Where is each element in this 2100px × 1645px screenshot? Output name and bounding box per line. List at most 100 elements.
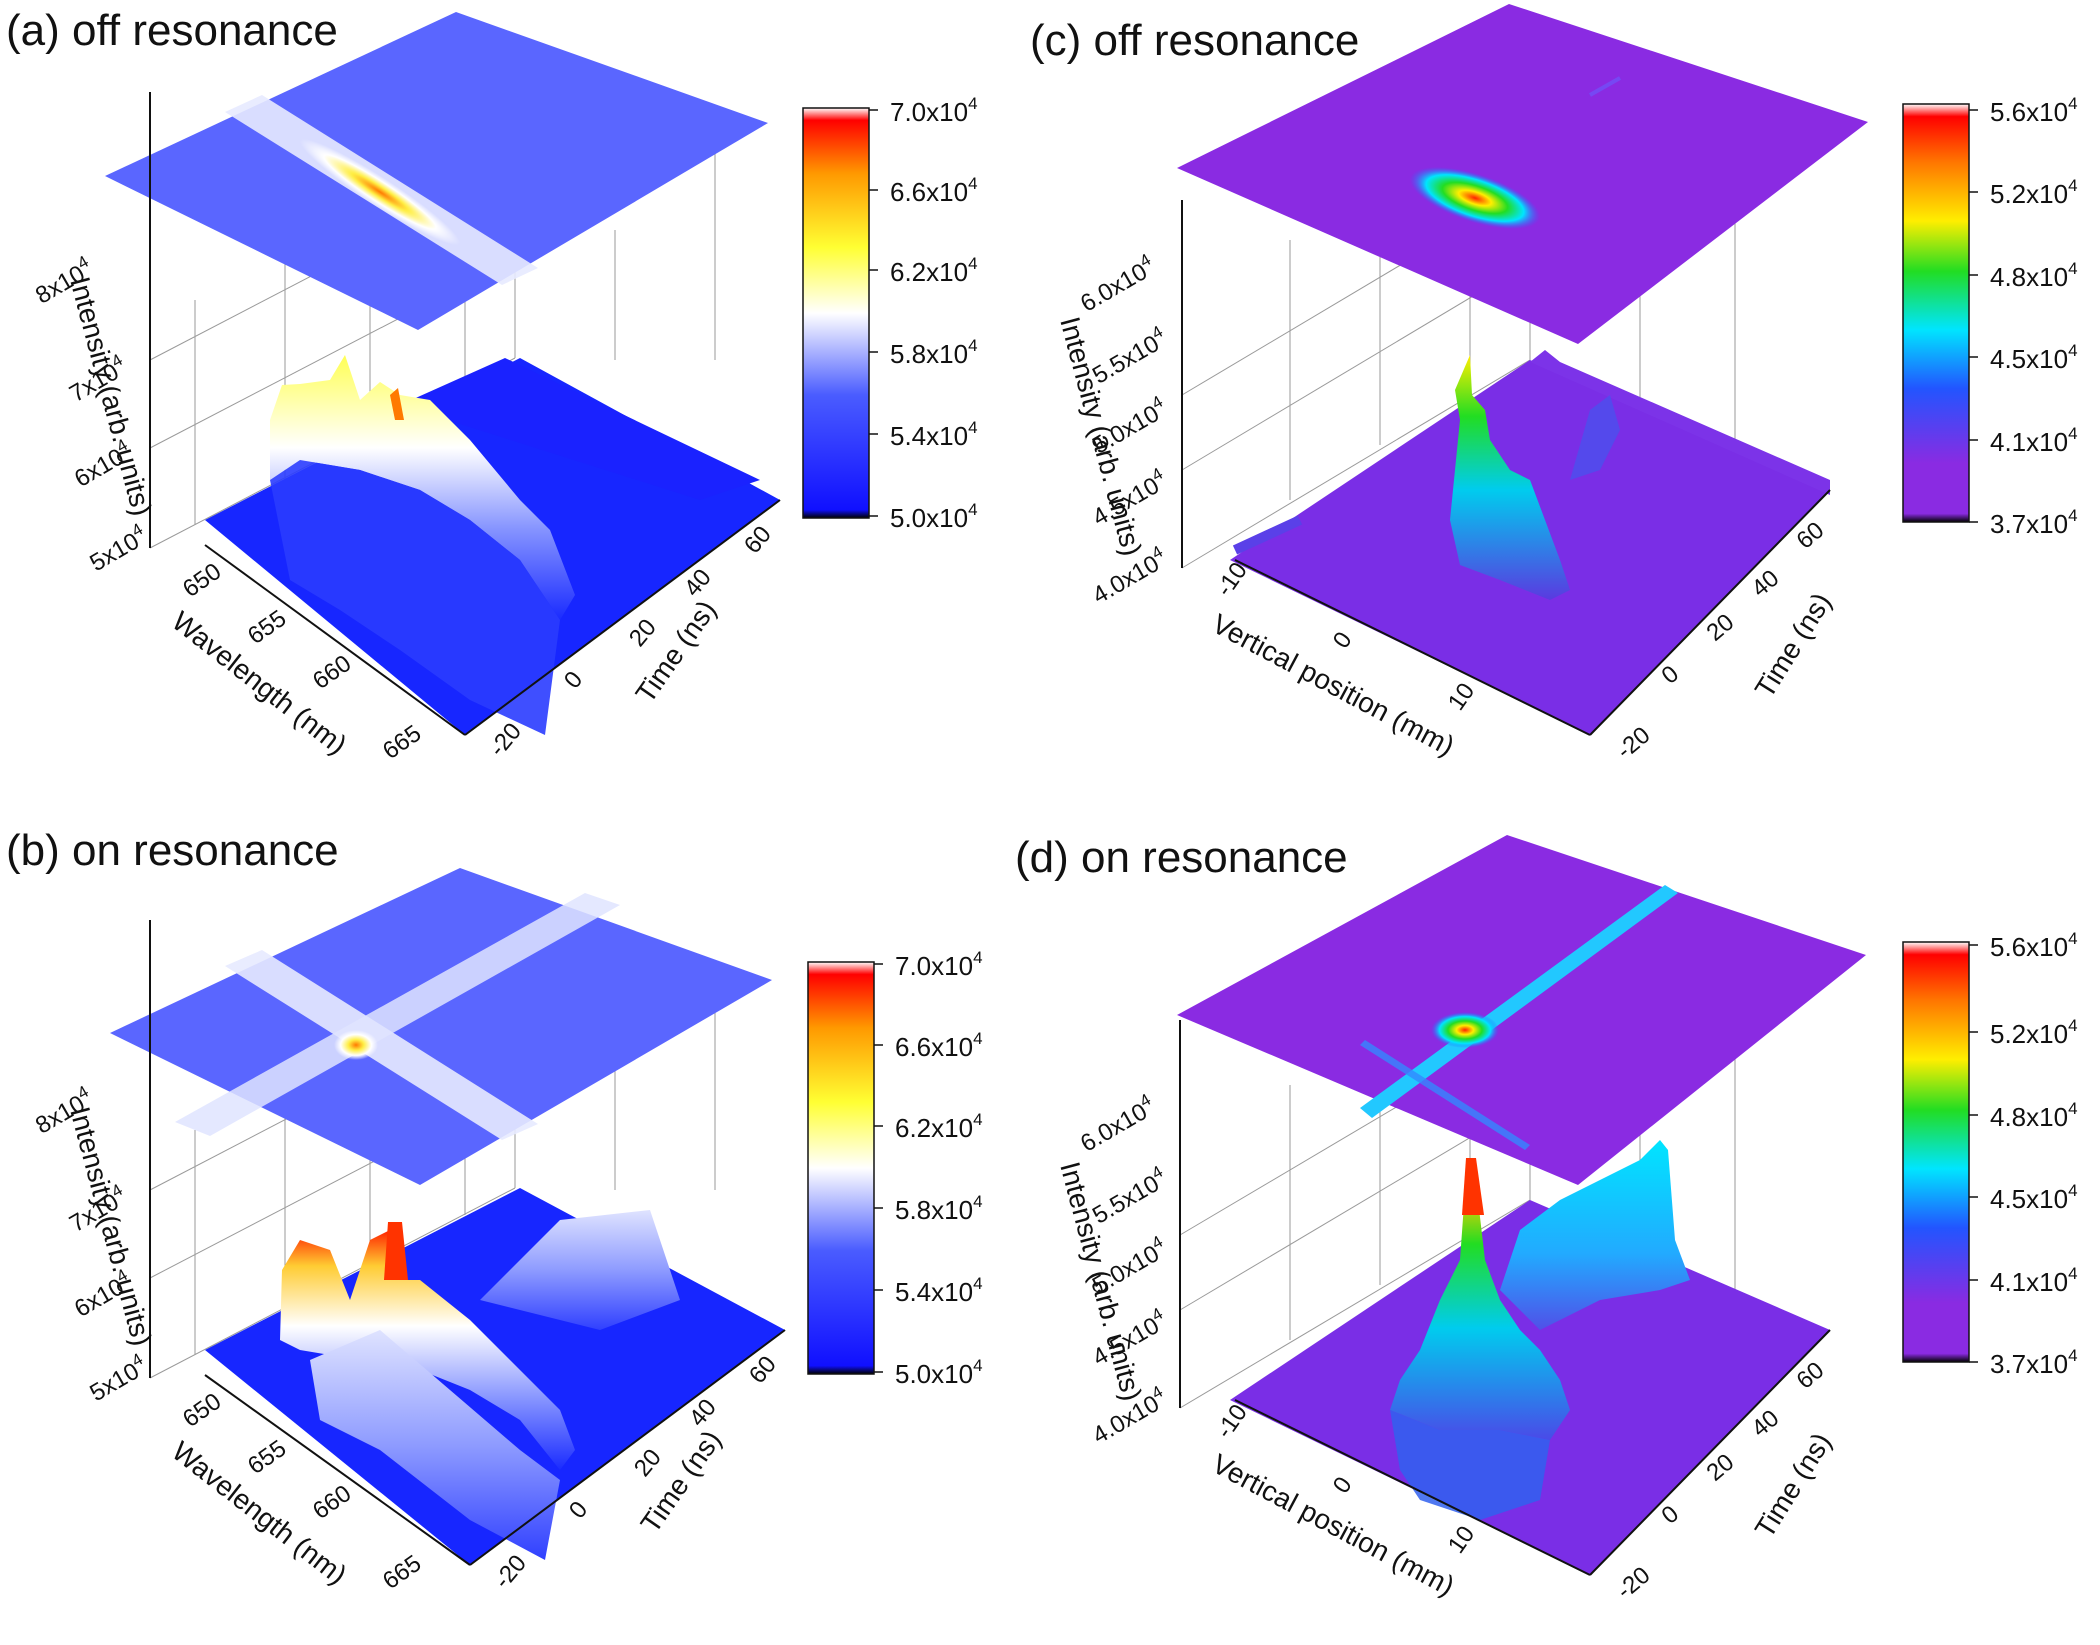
panel-b-surface-backridge xyxy=(480,1210,680,1330)
panel-b-cbtick-5: 7.0x104 xyxy=(895,948,983,981)
panel-d-cbtick-0: 3.7x104 xyxy=(1990,1346,2078,1379)
panel-b-projection-band-1 xyxy=(225,950,538,1140)
panel-a-title: (a) off resonance xyxy=(6,6,338,55)
panel-d-ylabel: Time (ns) xyxy=(1749,1427,1837,1543)
panel-b-title: (b) on resonance xyxy=(6,826,339,875)
panel-a-xtick-3: 665 xyxy=(378,720,426,765)
panel-a-cbtick-0: 5.0x104 xyxy=(890,500,978,533)
panel-d-ytick-0: -20 xyxy=(1612,1562,1656,1605)
panel-a-cbtick-4: 6.6x104 xyxy=(890,174,978,207)
panel-d-surface-wall xyxy=(1390,1160,1570,1440)
panel-d-surface-ridge-wall xyxy=(1500,1140,1690,1330)
panel-d-colorbar xyxy=(1902,941,1970,1363)
panel-d-surface-front xyxy=(1390,1410,1550,1520)
panel-a-cbtick-1: 5.4x104 xyxy=(890,418,978,451)
panel-c-cbtick-2: 4.5x104 xyxy=(1990,341,2078,374)
panel-b: (b) on resonance 5x104 6x104 xyxy=(6,826,983,1595)
panel-b-surface-wall xyxy=(280,1230,575,1470)
panel-b-xtick-2: 660 xyxy=(308,1480,356,1525)
panel-b-cbtick-4: 6.6x104 xyxy=(895,1029,983,1062)
panel-d-colorbar-ticks xyxy=(1969,944,1978,1363)
panel-c-colorbar-ticks xyxy=(1969,109,1978,523)
panel-a-projection-plane xyxy=(105,12,768,330)
panel-a-ytick-1: 0 xyxy=(559,666,588,694)
panel-a-cbtick-5: 7.0x104 xyxy=(890,94,978,127)
panel-a-surface-backridge xyxy=(400,358,760,500)
panel-c-ylabel: Time (ns) xyxy=(1749,587,1837,703)
panel-c-projection-streak xyxy=(1589,76,1621,97)
panel-a-front-axes xyxy=(149,92,781,736)
panel-b-ytick-2: 20 xyxy=(629,1444,667,1482)
panel-b-colorbar xyxy=(807,961,875,1375)
panel-a-cbtick-3: 6.2x104 xyxy=(890,254,978,287)
panel-d-cbtick-5: 5.6x104 xyxy=(1990,929,2078,962)
panel-a-projection-hotspot xyxy=(299,138,461,246)
panel-c-xtick-1: 0 xyxy=(1328,627,1358,653)
panel-a-colorbar xyxy=(802,107,870,519)
panel-c-projection-hotspot xyxy=(1409,166,1541,230)
panel-c-cbtick-1: 4.1x104 xyxy=(1990,424,2078,457)
panel-b-colorbar-ticks xyxy=(874,963,883,1373)
panel-b-ytick-0: -20 xyxy=(489,1550,532,1594)
panel-b-surface-peak xyxy=(384,1222,408,1280)
panel-a-surface-peak xyxy=(390,388,404,420)
panel-b-cbtick-0: 5.0x104 xyxy=(895,1356,983,1389)
panel-a-surface-wall xyxy=(270,355,575,620)
panel-a-ztick-0: 5x104 xyxy=(83,519,152,577)
panel-d-projection-band xyxy=(1360,885,1678,1118)
panel-b-projection-band-2 xyxy=(175,893,620,1136)
panel-c-surface-wall xyxy=(1450,355,1570,600)
panel-a-xtick-2: 660 xyxy=(308,650,356,695)
panel-a-cbtick-2: 5.8x104 xyxy=(890,336,978,369)
panel-b-xtick-1: 655 xyxy=(243,1435,291,1480)
panel-d-cbtick-1: 4.1x104 xyxy=(1990,1264,2078,1297)
panel-c-xtick-2: 10 xyxy=(1443,678,1480,715)
panel-b-front-axes xyxy=(149,920,786,1566)
panel-d-ytick-1: 0 xyxy=(1657,1500,1685,1529)
panel-c: (c) off resonance 4.0x104 4.5x104 5.0 xyxy=(1030,4,2078,765)
panel-b-cbtick-1: 5.4x104 xyxy=(895,1274,983,1307)
panel-a-xtick-1: 655 xyxy=(243,605,291,650)
panel-c-cbtick-3: 4.8x104 xyxy=(1990,259,2078,292)
panel-c-ztick-4: 6.0x104 xyxy=(1074,250,1160,318)
panel-d-cbtick-4: 5.2x104 xyxy=(1990,1016,2078,1049)
panel-c-colorbar xyxy=(1902,103,1970,523)
panel-a-surface-front xyxy=(270,460,560,735)
panel-b-surface-ridge-2 xyxy=(310,1330,560,1560)
panel-b-ztick-0: 5x104 xyxy=(83,1349,152,1407)
panel-c-ytick-0: -20 xyxy=(1612,722,1656,765)
panel-c-surface-left-ridge xyxy=(1232,515,1303,555)
panel-c-cbtick-4: 5.2x104 xyxy=(1990,176,2078,209)
panel-d-front-axes xyxy=(1179,1020,1831,1576)
panel-d-projection-plane xyxy=(1177,835,1866,1185)
panel-b-projection-plane xyxy=(110,868,772,1185)
panel-d: (d) on resonance 4.0x104 4.5x104 xyxy=(1015,833,2078,1605)
panel-c-front-axes xyxy=(1181,200,1831,736)
panel-d-projection-band-2 xyxy=(1360,1040,1530,1150)
panel-c-ytick-1: 0 xyxy=(1657,660,1685,689)
panel-b-xtick-3: 665 xyxy=(378,1550,426,1595)
panel-b-cbtick-2: 5.8x104 xyxy=(895,1192,983,1225)
panel-a-ytick-2: 20 xyxy=(624,614,662,652)
panel-a: (a) off resonance xyxy=(6,6,978,765)
panel-a-xtick-0: 650 xyxy=(178,558,226,603)
panel-d-ztick-4: 6.0x104 xyxy=(1074,1090,1160,1158)
panel-a-colorbar-ticks xyxy=(869,109,878,517)
panel-b-xtick-0: 650 xyxy=(178,1388,226,1433)
panel-d-cbtick-2: 4.5x104 xyxy=(1990,1181,2078,1214)
panel-c-title: (c) off resonance xyxy=(1030,16,1359,65)
panel-d-title: (d) on resonance xyxy=(1015,833,1348,882)
panel-c-surface-ridge xyxy=(1570,395,1620,480)
panel-d-surface-peak xyxy=(1462,1158,1484,1215)
panel-c-projection-plane xyxy=(1177,4,1868,344)
panel-d-xtick-2: 10 xyxy=(1443,1521,1480,1558)
panel-a-ytick-0: -20 xyxy=(484,718,527,762)
panel-b-cbtick-3: 6.2x104 xyxy=(895,1110,983,1143)
panel-d-xtick-1: 0 xyxy=(1328,1472,1358,1498)
panel-d-cbtick-3: 4.8x104 xyxy=(1990,1099,2078,1132)
panel-c-cbtick-5: 5.6x104 xyxy=(1990,94,2078,127)
panel-d-projection-hotspot xyxy=(1431,1012,1499,1048)
panel-b-projection-hotspot xyxy=(334,1030,378,1060)
panel-b-ytick-1: 0 xyxy=(564,1496,593,1524)
